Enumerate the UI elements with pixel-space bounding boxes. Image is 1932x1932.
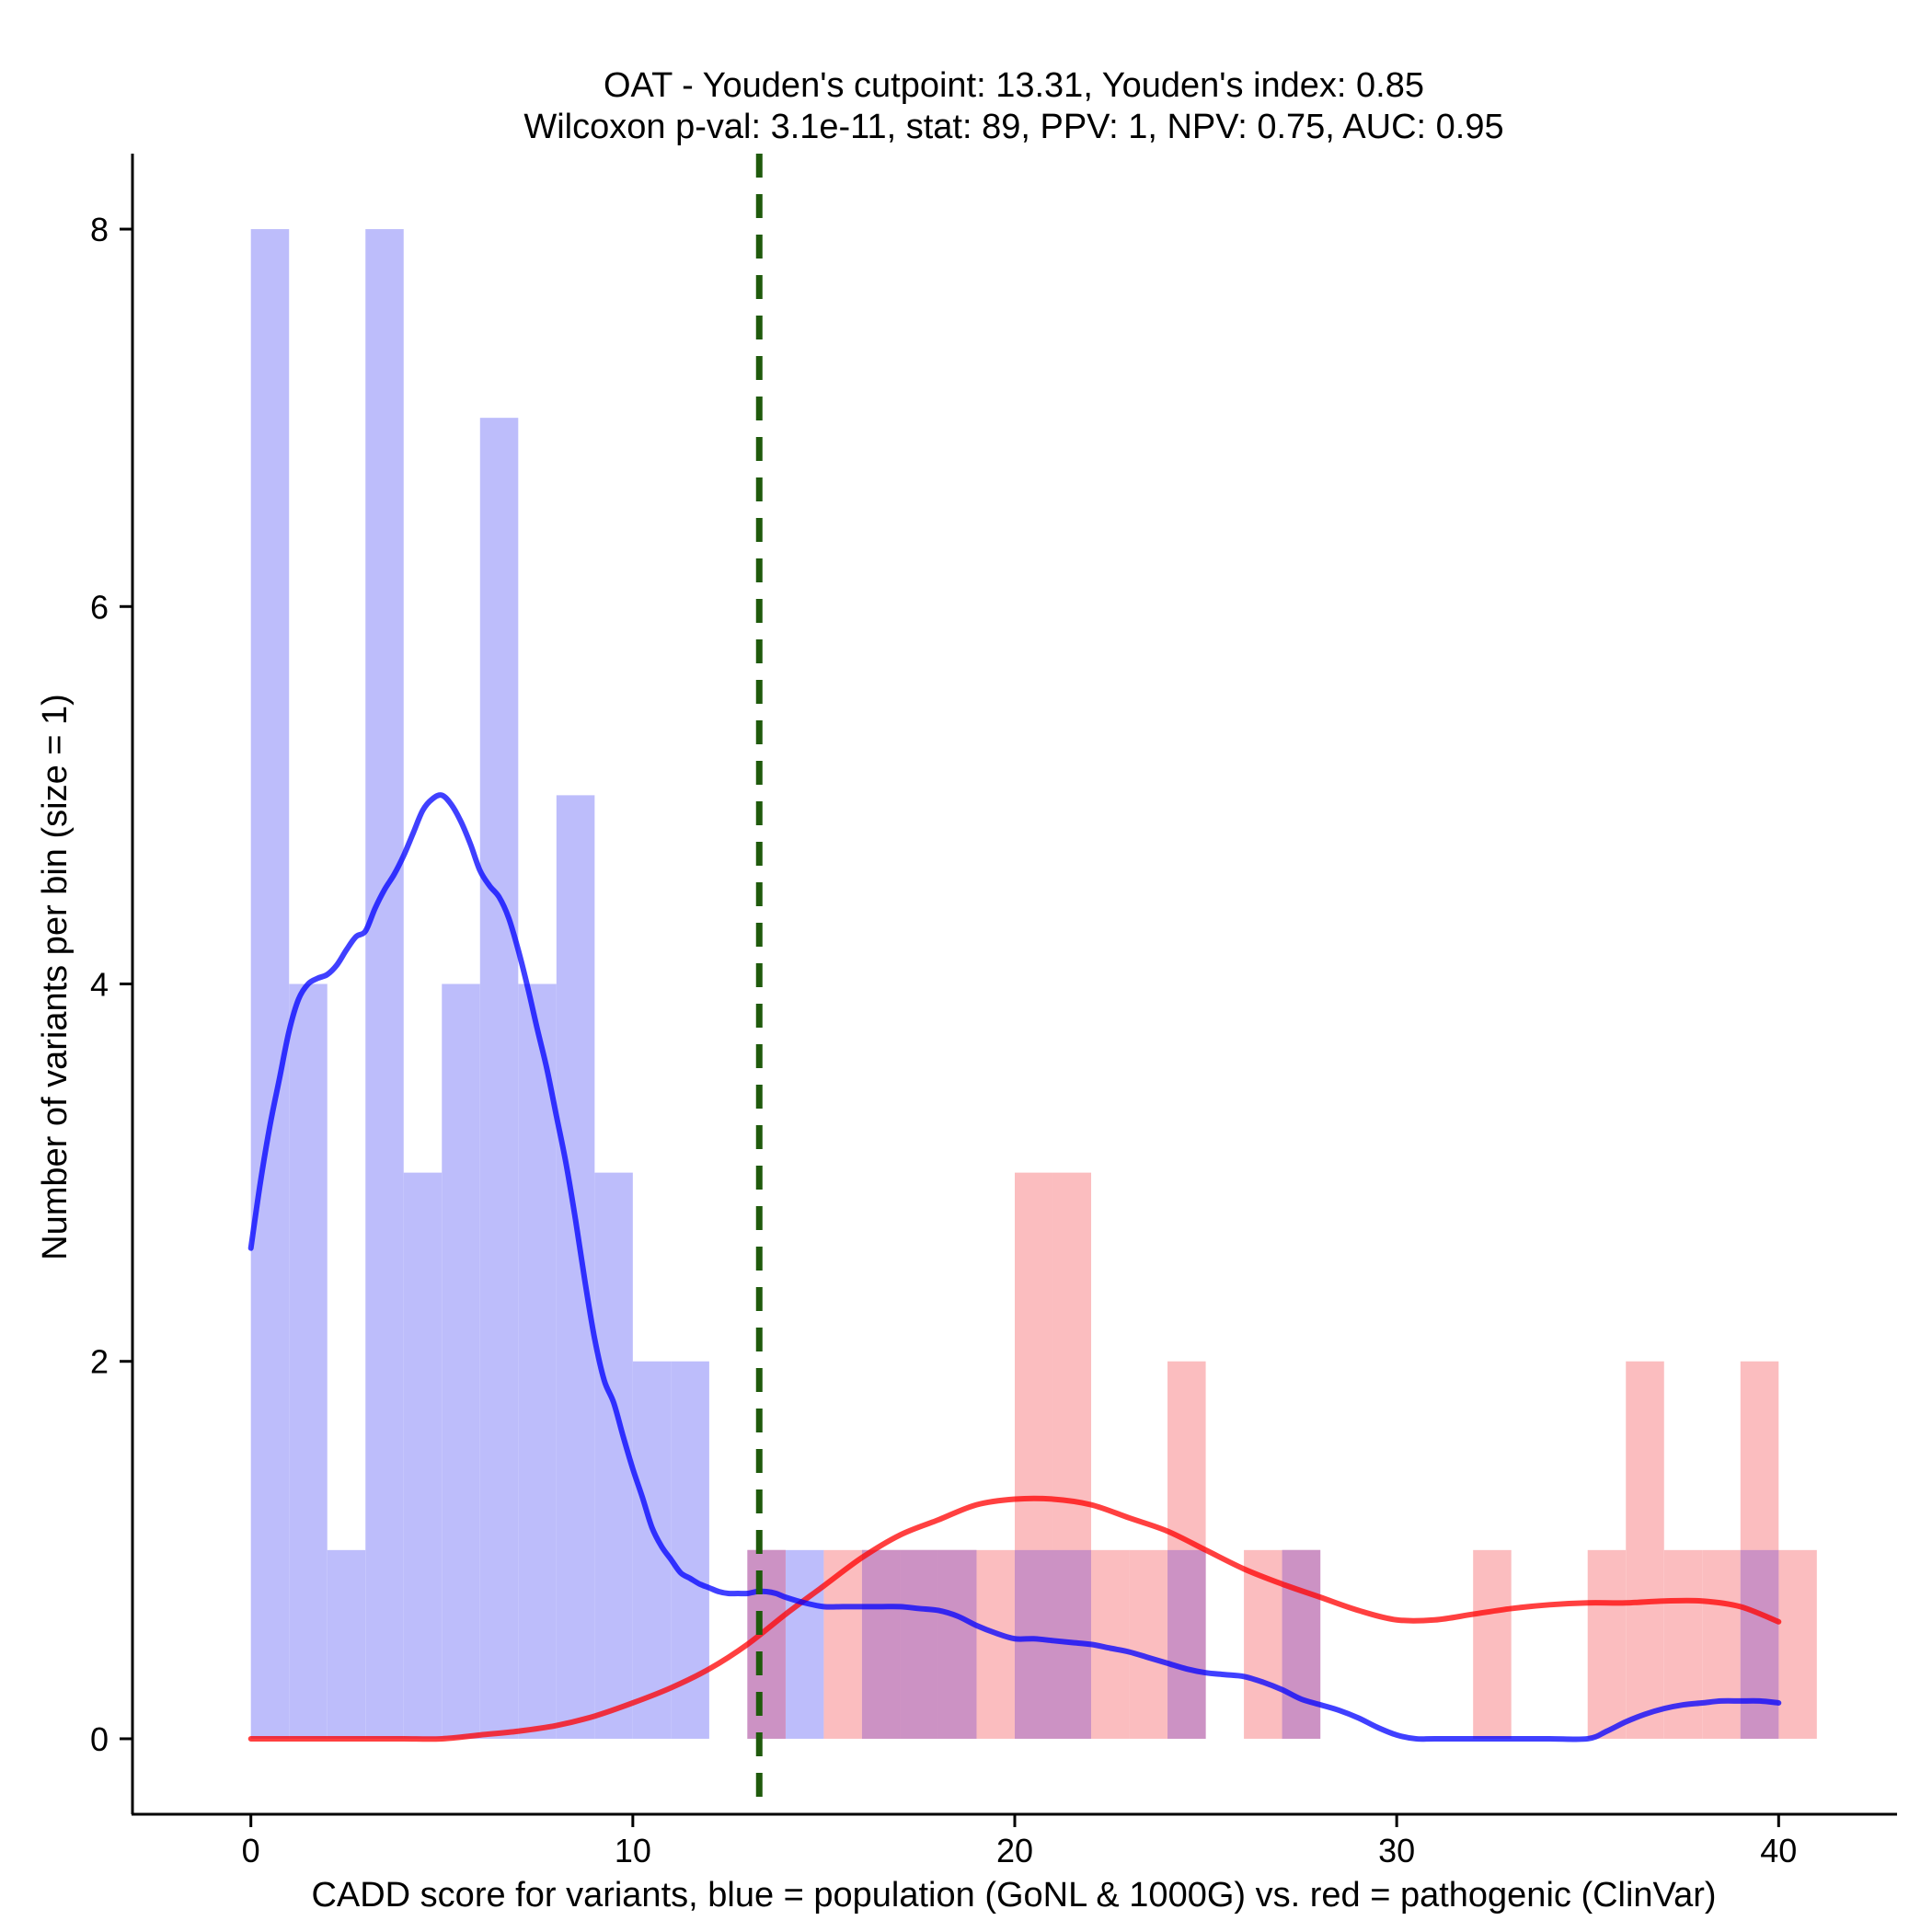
histogram-overlap-bin-27: [1282, 1549, 1321, 1739]
histogram-overlap-bin-17: [900, 1549, 938, 1739]
y-axis-label: Number of variants per bin (size = 1): [36, 694, 75, 1260]
histogram-overlap-bin-13: [747, 1549, 786, 1739]
histogram-overlap-bin-16: [861, 1549, 901, 1739]
histogram-bars: [250, 229, 1817, 1739]
y-tick-label-2: 2: [90, 1343, 109, 1381]
density-curve-series0: [247, 792, 1782, 1742]
histogram-overlap-bin-39: [1740, 1549, 1779, 1739]
x-tick-label-20: 20: [996, 1832, 1033, 1869]
histogram-bar-series0-bin-7: [518, 983, 557, 1739]
histogram-bar-series0-bin-6: [479, 418, 519, 1739]
histogram-bar-series0-bin-5: [442, 983, 480, 1739]
histogram-bar-series1-bin-35: [1587, 1549, 1627, 1739]
histogram-bar-series0-bin-8: [556, 795, 595, 1739]
histogram-overlap-bin-20: [1015, 1549, 1053, 1739]
chart-title-line2: Wilcoxon p-val: 3.1e-11, stat: 89, PPV: …: [523, 108, 1503, 146]
y-axis-ticks: 0 2 4 6 8: [90, 211, 132, 1758]
x-tick-label-0: 0: [242, 1832, 260, 1869]
density-curve-series1: [247, 1495, 1782, 1742]
y-tick-label-6: 6: [90, 588, 109, 626]
x-axis-ticks: 0 10 20 30 40: [242, 1814, 1797, 1869]
y-tick-label-4: 4: [90, 966, 109, 1004]
histogram-bar-series0-bin-11: [671, 1361, 709, 1739]
histogram-overlap-bars: [747, 1549, 1779, 1739]
histogram-bar-series0-bin-0: [250, 229, 290, 1739]
histogram-bar-series1-bin-40: [1778, 1549, 1817, 1739]
y-tick-label-8: 8: [90, 211, 109, 248]
chart-title-line1: OAT - Youden's cutpoint: 13.31, Youden's…: [604, 66, 1424, 105]
histogram-bar-series1-bin-36: [1626, 1361, 1664, 1739]
histogram-bar-series0-bin-4: [403, 1172, 443, 1739]
histogram-overlap-bin-24: [1167, 1549, 1206, 1739]
histogram-bar-series1-bin-32: [1473, 1549, 1512, 1739]
x-tick-label-30: 30: [1378, 1832, 1415, 1869]
y-tick-label-0: 0: [90, 1720, 109, 1758]
x-axis-label: CADD score for variants, blue = populati…: [311, 1876, 1716, 1915]
histogram-bar-series1-bin-37: [1663, 1549, 1703, 1739]
histogram-bar-series0-bin-2: [327, 1549, 366, 1739]
histogram-bar-series0-bin-14: [785, 1549, 824, 1739]
histogram-bar-series0-bin-1: [289, 983, 328, 1739]
histogram-bar-series1-bin-23: [1129, 1549, 1168, 1739]
x-tick-label-10: 10: [615, 1832, 651, 1869]
x-tick-label-40: 40: [1760, 1832, 1797, 1869]
density-curves: [247, 792, 1782, 1742]
histogram-bar-series0-bin-3: [365, 229, 404, 1739]
histogram-overlap-bin-18: [937, 1549, 977, 1739]
histogram-bar-series1-bin-38: [1702, 1549, 1741, 1739]
histogram-bar-series1-bin-19: [976, 1549, 1015, 1739]
